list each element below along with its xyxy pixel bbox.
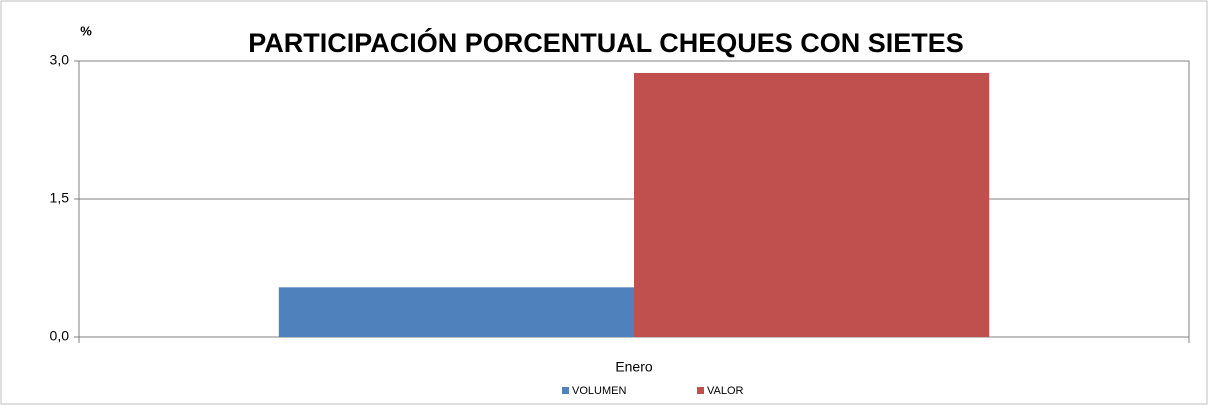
x-tick-label: Enero: [615, 359, 653, 375]
legend-label: VALOR: [707, 385, 744, 397]
y-tick-label: 0,0: [50, 328, 70, 344]
legend-swatch: [562, 387, 569, 394]
y-axis-label: %: [80, 23, 92, 38]
y-tick-label: 3,0: [50, 52, 70, 68]
bar: [634, 72, 990, 338]
chart-title: PARTICIPACIÓN PORCENTUAL CHEQUES CON SIE…: [248, 27, 964, 58]
y-tick-label: 1,5: [50, 190, 70, 206]
legend-swatch: [697, 387, 704, 394]
bar: [278, 287, 634, 337]
legend-label: VOLUMEN: [572, 385, 626, 397]
